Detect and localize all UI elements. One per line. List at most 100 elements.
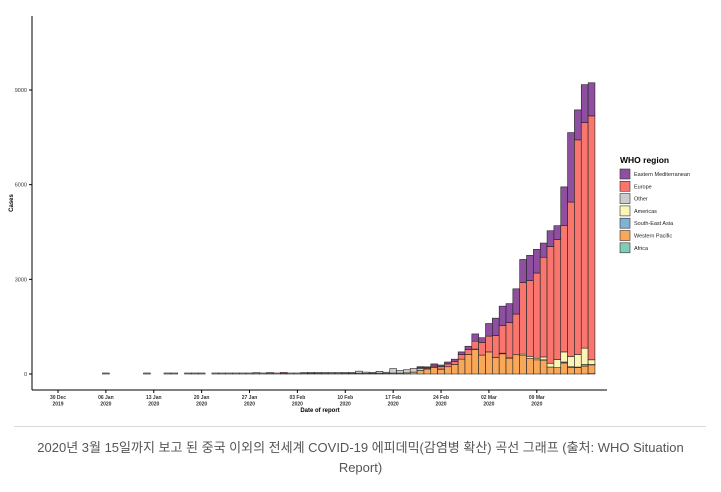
bar-segment-western-pacific bbox=[526, 357, 534, 375]
legend-label: Africa bbox=[634, 246, 649, 252]
figure-caption: 2020년 3월 15일까지 보고 된 중국 이외의 전세계 COVID-19 … bbox=[37, 440, 684, 475]
bar-segment-other bbox=[362, 371, 370, 374]
x-tick-label: 2020 bbox=[340, 402, 351, 408]
bar-segment-eastern-mediterranean bbox=[492, 317, 500, 336]
bar-segment-europe bbox=[553, 239, 562, 360]
bar-segment-other bbox=[416, 368, 425, 371]
bar-segment-western-pacific bbox=[485, 351, 493, 375]
bar-segment-eastern-mediterranean bbox=[546, 230, 555, 247]
bar-segment-europe bbox=[567, 201, 575, 357]
bar-segment-europe bbox=[526, 280, 534, 357]
bar-segment-eastern-mediterranean bbox=[539, 242, 548, 258]
legend-swatch bbox=[619, 230, 631, 241]
bar-segment-other bbox=[403, 369, 411, 374]
bar-segment-other bbox=[307, 372, 315, 374]
bar-segment-other bbox=[389, 368, 397, 374]
bar-segment-western-pacific bbox=[245, 372, 254, 375]
bar-segment-western-pacific bbox=[423, 368, 432, 375]
legend-swatch bbox=[619, 193, 631, 204]
bar-segment-eastern-mediterranean bbox=[471, 333, 479, 342]
bar-segment-western-pacific bbox=[184, 372, 192, 375]
legend-label: Europe bbox=[634, 184, 652, 190]
bar-segment-europe bbox=[580, 122, 589, 349]
bar-segment-western-pacific bbox=[437, 368, 445, 375]
bar-segment-western-pacific bbox=[232, 372, 240, 375]
stacked-bars bbox=[102, 82, 596, 375]
x-tick-label: 09 Mar bbox=[529, 395, 545, 401]
bar-segment-western-pacific bbox=[574, 367, 582, 375]
x-tick-label: 10 Feb bbox=[337, 395, 353, 401]
bar-segment-europe bbox=[485, 335, 493, 353]
y-tick-label: 9000 bbox=[15, 88, 27, 94]
bar-segment-other bbox=[375, 371, 384, 374]
bar-segment-eastern-mediterranean bbox=[519, 259, 527, 283]
bar-segment-eastern-mediterranean bbox=[416, 366, 425, 368]
bar-segment-western-pacific bbox=[225, 372, 233, 375]
bar-segment-eastern-mediterranean bbox=[478, 337, 486, 343]
bar-segment-europe bbox=[471, 340, 479, 350]
bar-segment-western-pacific bbox=[519, 355, 527, 375]
x-tick-label: 24 Feb bbox=[433, 395, 449, 401]
legend: WHO region Eastern Mediterranean Europe Ot… bbox=[619, 155, 690, 254]
bar-segment-other bbox=[368, 372, 377, 374]
bar-segment-western-pacific bbox=[197, 372, 206, 375]
legend-swatch bbox=[619, 168, 631, 180]
x-axis-label: Date of report bbox=[300, 408, 339, 414]
bar-segment-other bbox=[314, 372, 322, 374]
bar-segment-eastern-mediterranean bbox=[526, 255, 534, 281]
bar-segment-americas bbox=[567, 356, 575, 368]
x-tick-label: 2020 bbox=[388, 402, 399, 408]
bar-segment-eastern-mediterranean bbox=[430, 363, 438, 366]
bar-segment-europe bbox=[464, 349, 473, 355]
bar-segment-other bbox=[355, 370, 363, 374]
bar-segment-western-pacific bbox=[163, 372, 172, 375]
bar-segment-western-pacific bbox=[259, 372, 267, 375]
bar-segment-europe bbox=[560, 225, 568, 353]
bar-segment-eastern-mediterranean bbox=[450, 358, 459, 362]
bar-segment-western-pacific bbox=[286, 372, 295, 375]
legend-swatch bbox=[619, 242, 631, 254]
x-tick-label: 2020 bbox=[148, 402, 159, 408]
x-tick-label: 30 Dec bbox=[50, 395, 66, 401]
bar-segment-europe bbox=[279, 372, 288, 374]
bar-segment-western-pacific bbox=[533, 359, 541, 375]
x-tick-label: 02 Mar bbox=[481, 395, 497, 401]
bar-segment-eastern-mediterranean bbox=[437, 364, 445, 367]
bar-segment-europe bbox=[437, 366, 445, 370]
bar-segment-eastern-mediterranean bbox=[512, 288, 520, 315]
bar-segment-western-pacific bbox=[512, 354, 520, 375]
bar-segment-western-pacific bbox=[293, 372, 302, 375]
y-tick-label: 0 bbox=[24, 372, 27, 378]
bar-segment-western-pacific bbox=[471, 349, 479, 375]
bar-segment-western-pacific bbox=[416, 370, 425, 375]
bar-segment-western-pacific bbox=[430, 367, 438, 375]
legend-swatch bbox=[619, 181, 631, 192]
bar-segment-americas bbox=[587, 359, 596, 365]
x-tick-label: 2019 bbox=[52, 402, 63, 408]
bar-segment-europe bbox=[539, 256, 548, 358]
bar-segment-europe bbox=[546, 246, 555, 364]
bar-segment-europe bbox=[498, 325, 507, 354]
bar-segment-western-pacific bbox=[492, 357, 500, 375]
legend-label: South-East Asia bbox=[634, 221, 674, 227]
bar-segment-europe bbox=[574, 139, 582, 355]
bar-segment-western-pacific bbox=[553, 367, 562, 375]
x-tick-label: 13 Jan bbox=[146, 395, 162, 401]
legend-label: Other bbox=[634, 197, 648, 203]
x-tick-label: 2020 bbox=[244, 402, 255, 408]
bar-segment-europe bbox=[444, 363, 452, 368]
bar-segment-americas bbox=[553, 359, 562, 368]
bar-segment-western-pacific bbox=[587, 364, 596, 374]
y-tick-label: 3000 bbox=[15, 277, 27, 283]
bar-segment-other bbox=[341, 372, 349, 374]
bar-segment-western-pacific bbox=[191, 372, 199, 375]
y-axis-label: Cases bbox=[9, 194, 15, 212]
bar-segment-europe bbox=[492, 335, 500, 358]
bar-segment-americas bbox=[539, 356, 548, 361]
bar-segment-other bbox=[321, 372, 329, 374]
bar-segment-eastern-mediterranean bbox=[485, 323, 493, 337]
bar-segment-europe bbox=[450, 361, 459, 365]
legend-label: Americas bbox=[634, 209, 657, 215]
bar-segment-other bbox=[327, 372, 336, 374]
